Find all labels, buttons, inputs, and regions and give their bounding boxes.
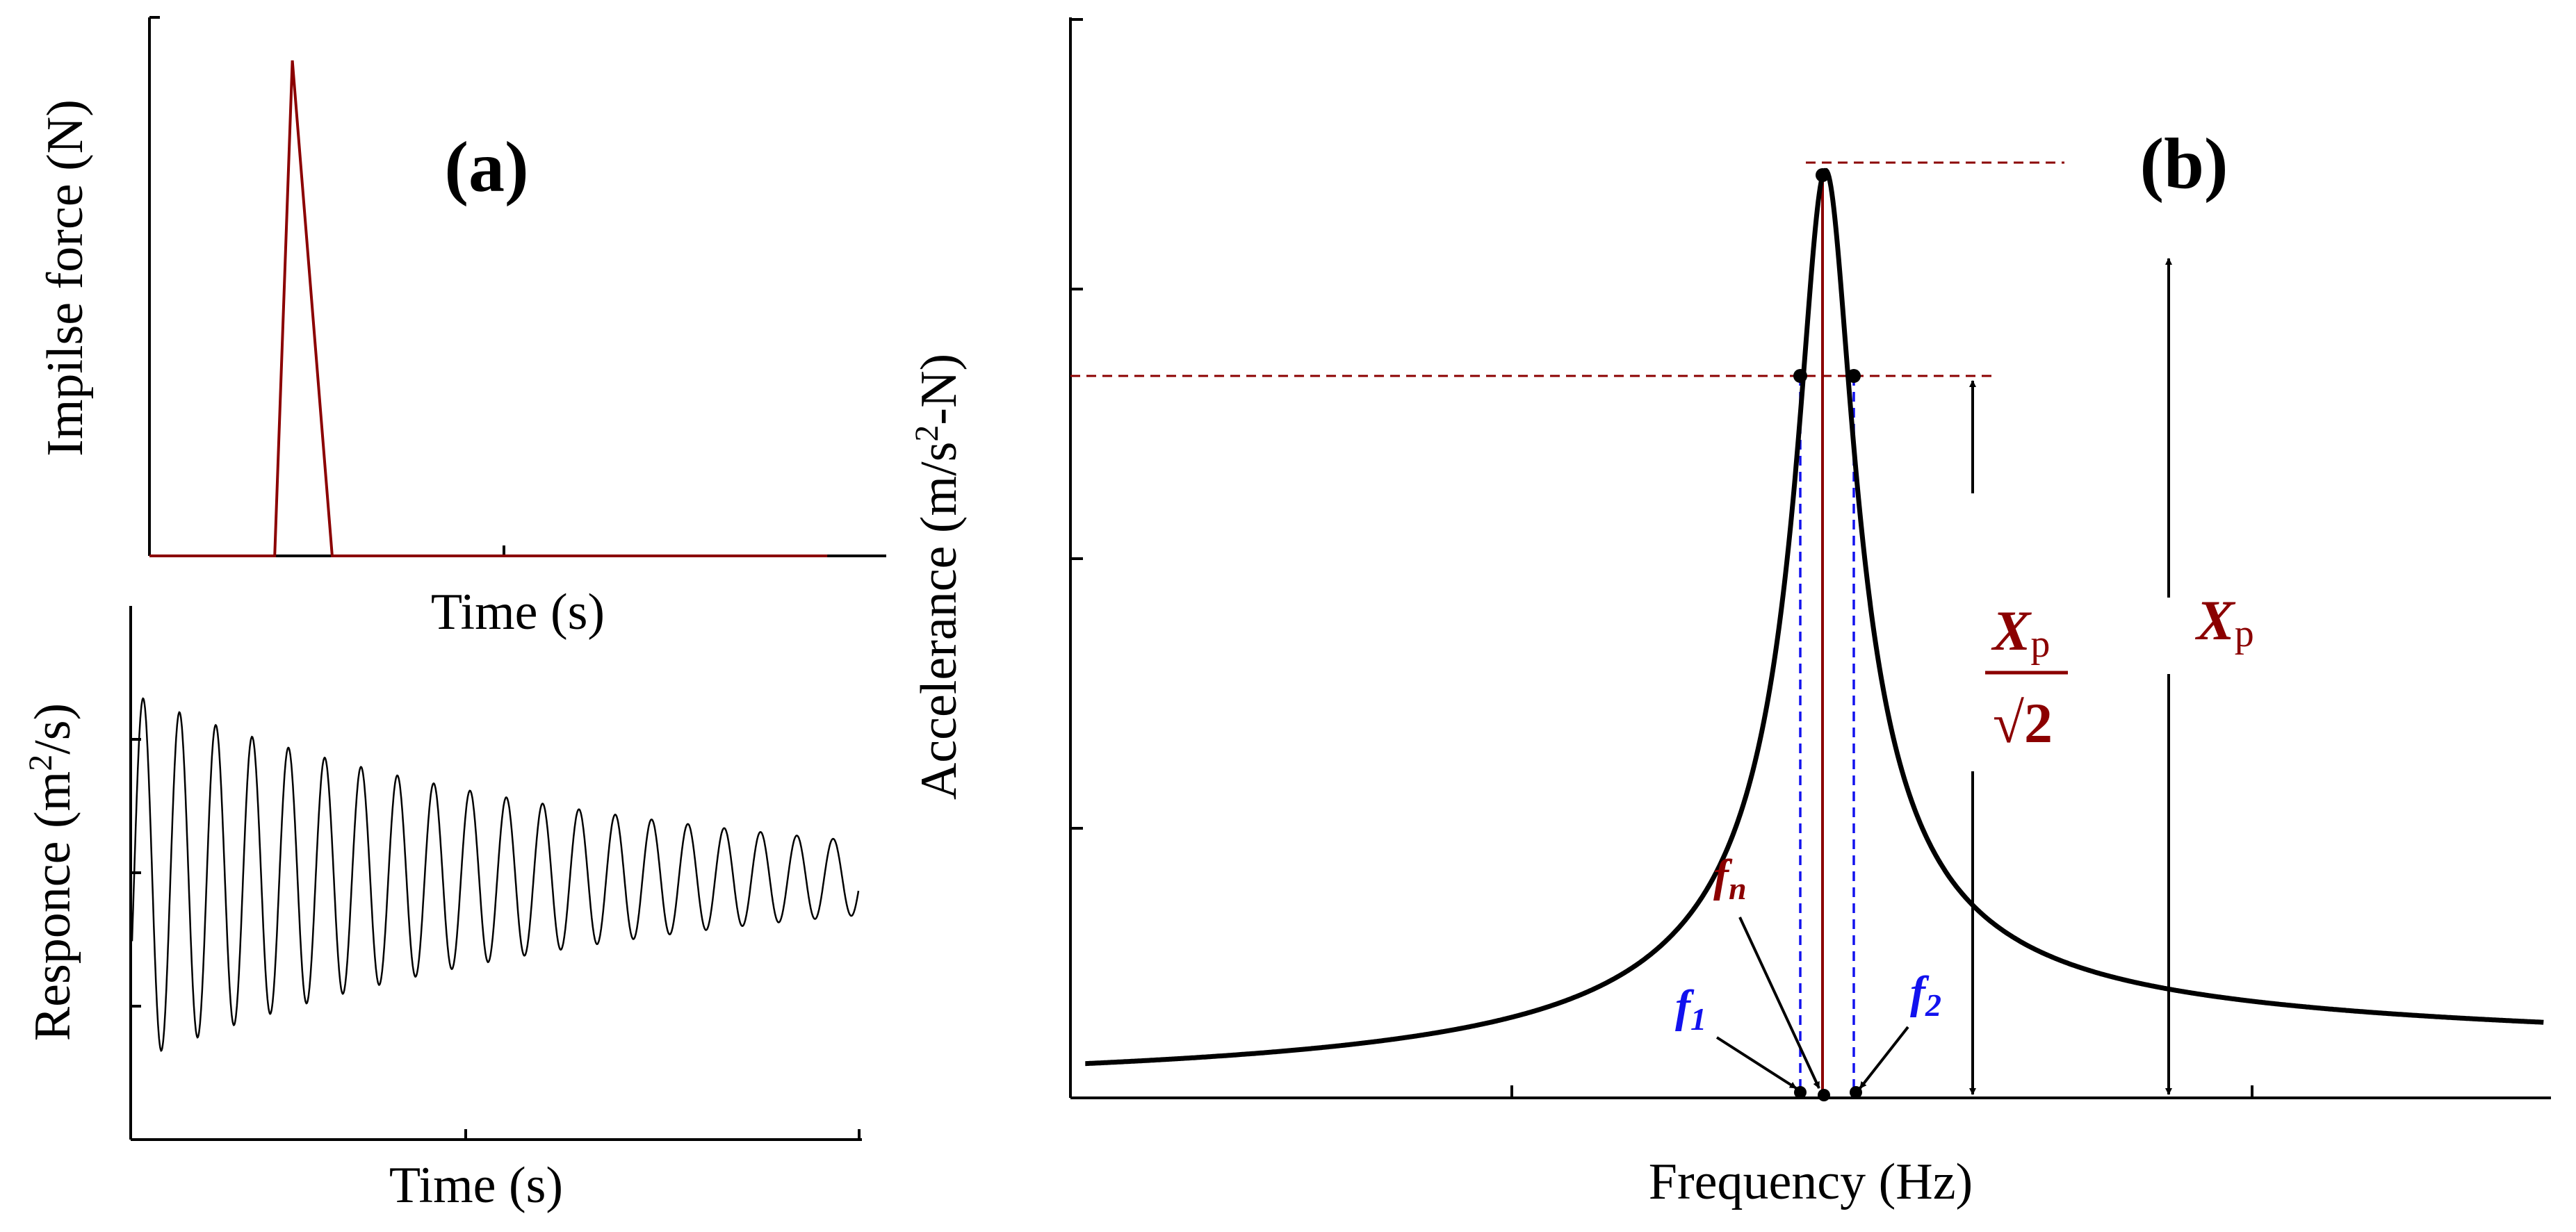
- b-f1-point: [1794, 1086, 1807, 1099]
- b-half-power-point-1: [1793, 369, 1807, 383]
- panel-b-label: (b): [2139, 124, 2228, 204]
- b-half-power-point-2: [1847, 369, 1861, 383]
- b-fraction-numerator-main: X: [1991, 599, 2032, 662]
- a-top-y-label: Impilse force (N): [37, 99, 94, 457]
- a-bottom-y-label: Responce (m2/s): [22, 703, 81, 1041]
- panel-a-bottom: Time (s) Responce (m2/s): [22, 606, 862, 1214]
- b-f1-pointer: [1715, 1036, 1798, 1090]
- a-bottom-y-label-post: /s): [24, 703, 81, 755]
- b-x-label: Frequency (Hz): [1649, 1153, 1973, 1210]
- b-f1-label: f1: [1675, 981, 1706, 1037]
- a-bottom-response-line: [131, 697, 860, 1053]
- b-fraction-denominator: √2: [1993, 691, 2053, 755]
- b-fn-label: fn: [1713, 851, 1747, 906]
- b-fn-label-sub: n: [1729, 871, 1747, 906]
- b-f2-point: [1850, 1086, 1862, 1099]
- b-xp-label-main: X: [2194, 589, 2236, 652]
- b-frf-curve: [1085, 167, 2544, 1067]
- panel-a-label: (a): [444, 127, 528, 207]
- b-f2-pointer: [1859, 1026, 1909, 1090]
- b-y-label-sup: 2: [908, 425, 945, 442]
- b-xp-label-sub: p: [2235, 612, 2254, 655]
- b-xp-label: Xp: [2194, 589, 2254, 655]
- panel-b: fn f1 f2 Xp √2 Xp (b) Frequency (Hz) Acc…: [908, 17, 2551, 1210]
- a-top-impulse-line: [149, 60, 828, 557]
- b-fn-point: [1818, 1089, 1830, 1101]
- b-y-label-post: -N): [911, 354, 968, 425]
- b-f1-label-sub: 1: [1690, 1001, 1706, 1037]
- a-bottom-y-label-pre: Responce (m: [24, 771, 81, 1041]
- b-f2-label-sub: 2: [1925, 987, 1941, 1023]
- a-bottom-x-label: Time (s): [389, 1157, 563, 1214]
- b-fn-pointer: [1738, 917, 1820, 1089]
- b-peak-point: [1816, 168, 1829, 182]
- b-fraction-numerator-sub: p: [2030, 623, 2050, 666]
- b-y-label: Accelerance (m/s2-N): [908, 354, 968, 800]
- b-f2-label: f2: [1910, 967, 1941, 1023]
- panel-a-top: Time (s) Impilse force (N) (a): [37, 16, 886, 641]
- b-y-label-pre: Accelerance (m/s: [911, 442, 968, 800]
- a-bottom-y-label-sup: 2: [22, 755, 59, 771]
- a-top-x-label: Time (s): [431, 584, 605, 641]
- b-fraction-numerator: Xp: [1991, 599, 2051, 666]
